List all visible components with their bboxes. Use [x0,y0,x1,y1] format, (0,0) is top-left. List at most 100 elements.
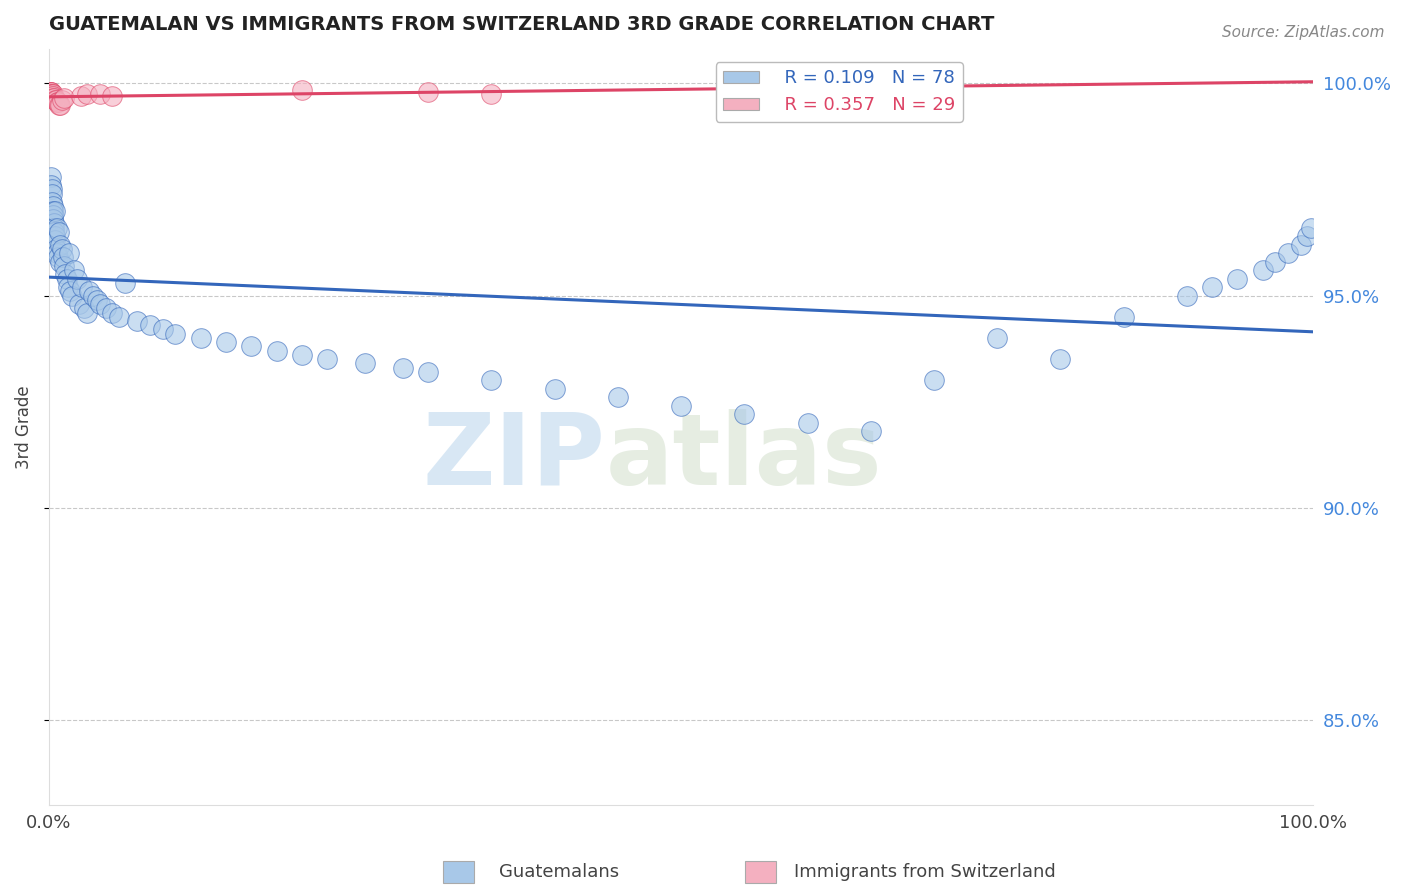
Point [45,94,67,108]
Point [101,305,124,319]
Legend:   R = 0.109   N = 78,   R = 0.357   N = 29: R = 0.109 N = 78, R = 0.357 N = 29 [716,62,963,121]
Point [45,95,67,110]
Point [291,83,314,97]
Point [79,285,101,299]
Point [1299,220,1322,235]
Point [60,288,83,302]
Point [481,373,503,387]
Point [190,331,212,345]
Point [107,310,129,324]
Point [73,301,96,316]
Point [41,195,63,210]
Point [114,276,136,290]
Point [1251,263,1274,277]
Point [42,91,65,105]
Point [418,85,440,99]
Point [240,339,263,353]
Point [41,89,63,103]
Point [1277,246,1299,260]
Point [39,85,62,99]
Point [44,233,66,247]
Point [39,85,62,99]
Point [41,89,63,103]
Point [215,335,238,350]
Point [59,285,82,299]
Point [418,365,440,379]
Point [70,280,93,294]
Point [86,293,108,307]
Point [53,91,76,105]
Point [56,280,79,294]
Point [42,203,65,218]
Point [76,305,98,319]
Text: atlas: atlas [605,409,882,506]
Point [89,297,111,311]
Point [48,97,70,112]
Point [859,425,882,439]
Point [127,314,149,328]
Point [55,271,77,285]
Point [922,373,945,387]
Point [44,94,66,108]
Point [82,288,104,302]
Point [49,237,72,252]
Point [48,225,70,239]
Point [41,87,63,101]
Point [42,216,65,230]
Point [41,199,63,213]
Point [39,85,62,99]
Text: Immigrants from Switzerland: Immigrants from Switzerland [794,863,1056,881]
Point [44,229,66,244]
Point [1226,271,1249,285]
Point [94,301,117,316]
Point [669,399,692,413]
Point [266,343,288,358]
Point [39,87,62,101]
Point [41,186,63,201]
Point [66,271,89,285]
Point [46,220,69,235]
Point [796,416,818,430]
Point [606,390,628,404]
Point [42,212,65,227]
Point [139,318,162,333]
Point [46,95,69,110]
Point [45,246,67,260]
Point [42,89,65,103]
Point [49,97,72,112]
Point [45,242,67,256]
Point [1289,237,1312,252]
Point [354,356,377,370]
Point [55,268,77,282]
Text: ZIP: ZIP [422,409,605,506]
Point [42,220,65,235]
Point [58,246,80,260]
Text: GUATEMALAN VS IMMIGRANTS FROM SWITZERLAND 3RD GRADE CORRELATION CHART: GUATEMALAN VS IMMIGRANTS FROM SWITZERLAN… [49,15,994,34]
Text: Guatemalans: Guatemalans [499,863,619,881]
Point [39,87,62,101]
Point [1296,229,1319,244]
Point [41,182,63,196]
Point [41,87,63,101]
Point [42,208,65,222]
Point [152,322,174,336]
Point [316,352,339,367]
Point [51,94,73,108]
Point [89,87,111,101]
Point [1264,254,1286,268]
Point [76,87,98,101]
Point [39,178,62,193]
Point [69,89,91,103]
Point [48,254,70,268]
Point [1112,310,1135,324]
Point [63,263,86,277]
Point [44,225,66,239]
Point [986,331,1008,345]
Point [67,297,90,311]
Point [544,382,567,396]
Point [52,251,75,265]
Point [1175,288,1198,302]
Point [42,91,65,105]
Point [101,89,124,103]
Point [481,87,503,101]
